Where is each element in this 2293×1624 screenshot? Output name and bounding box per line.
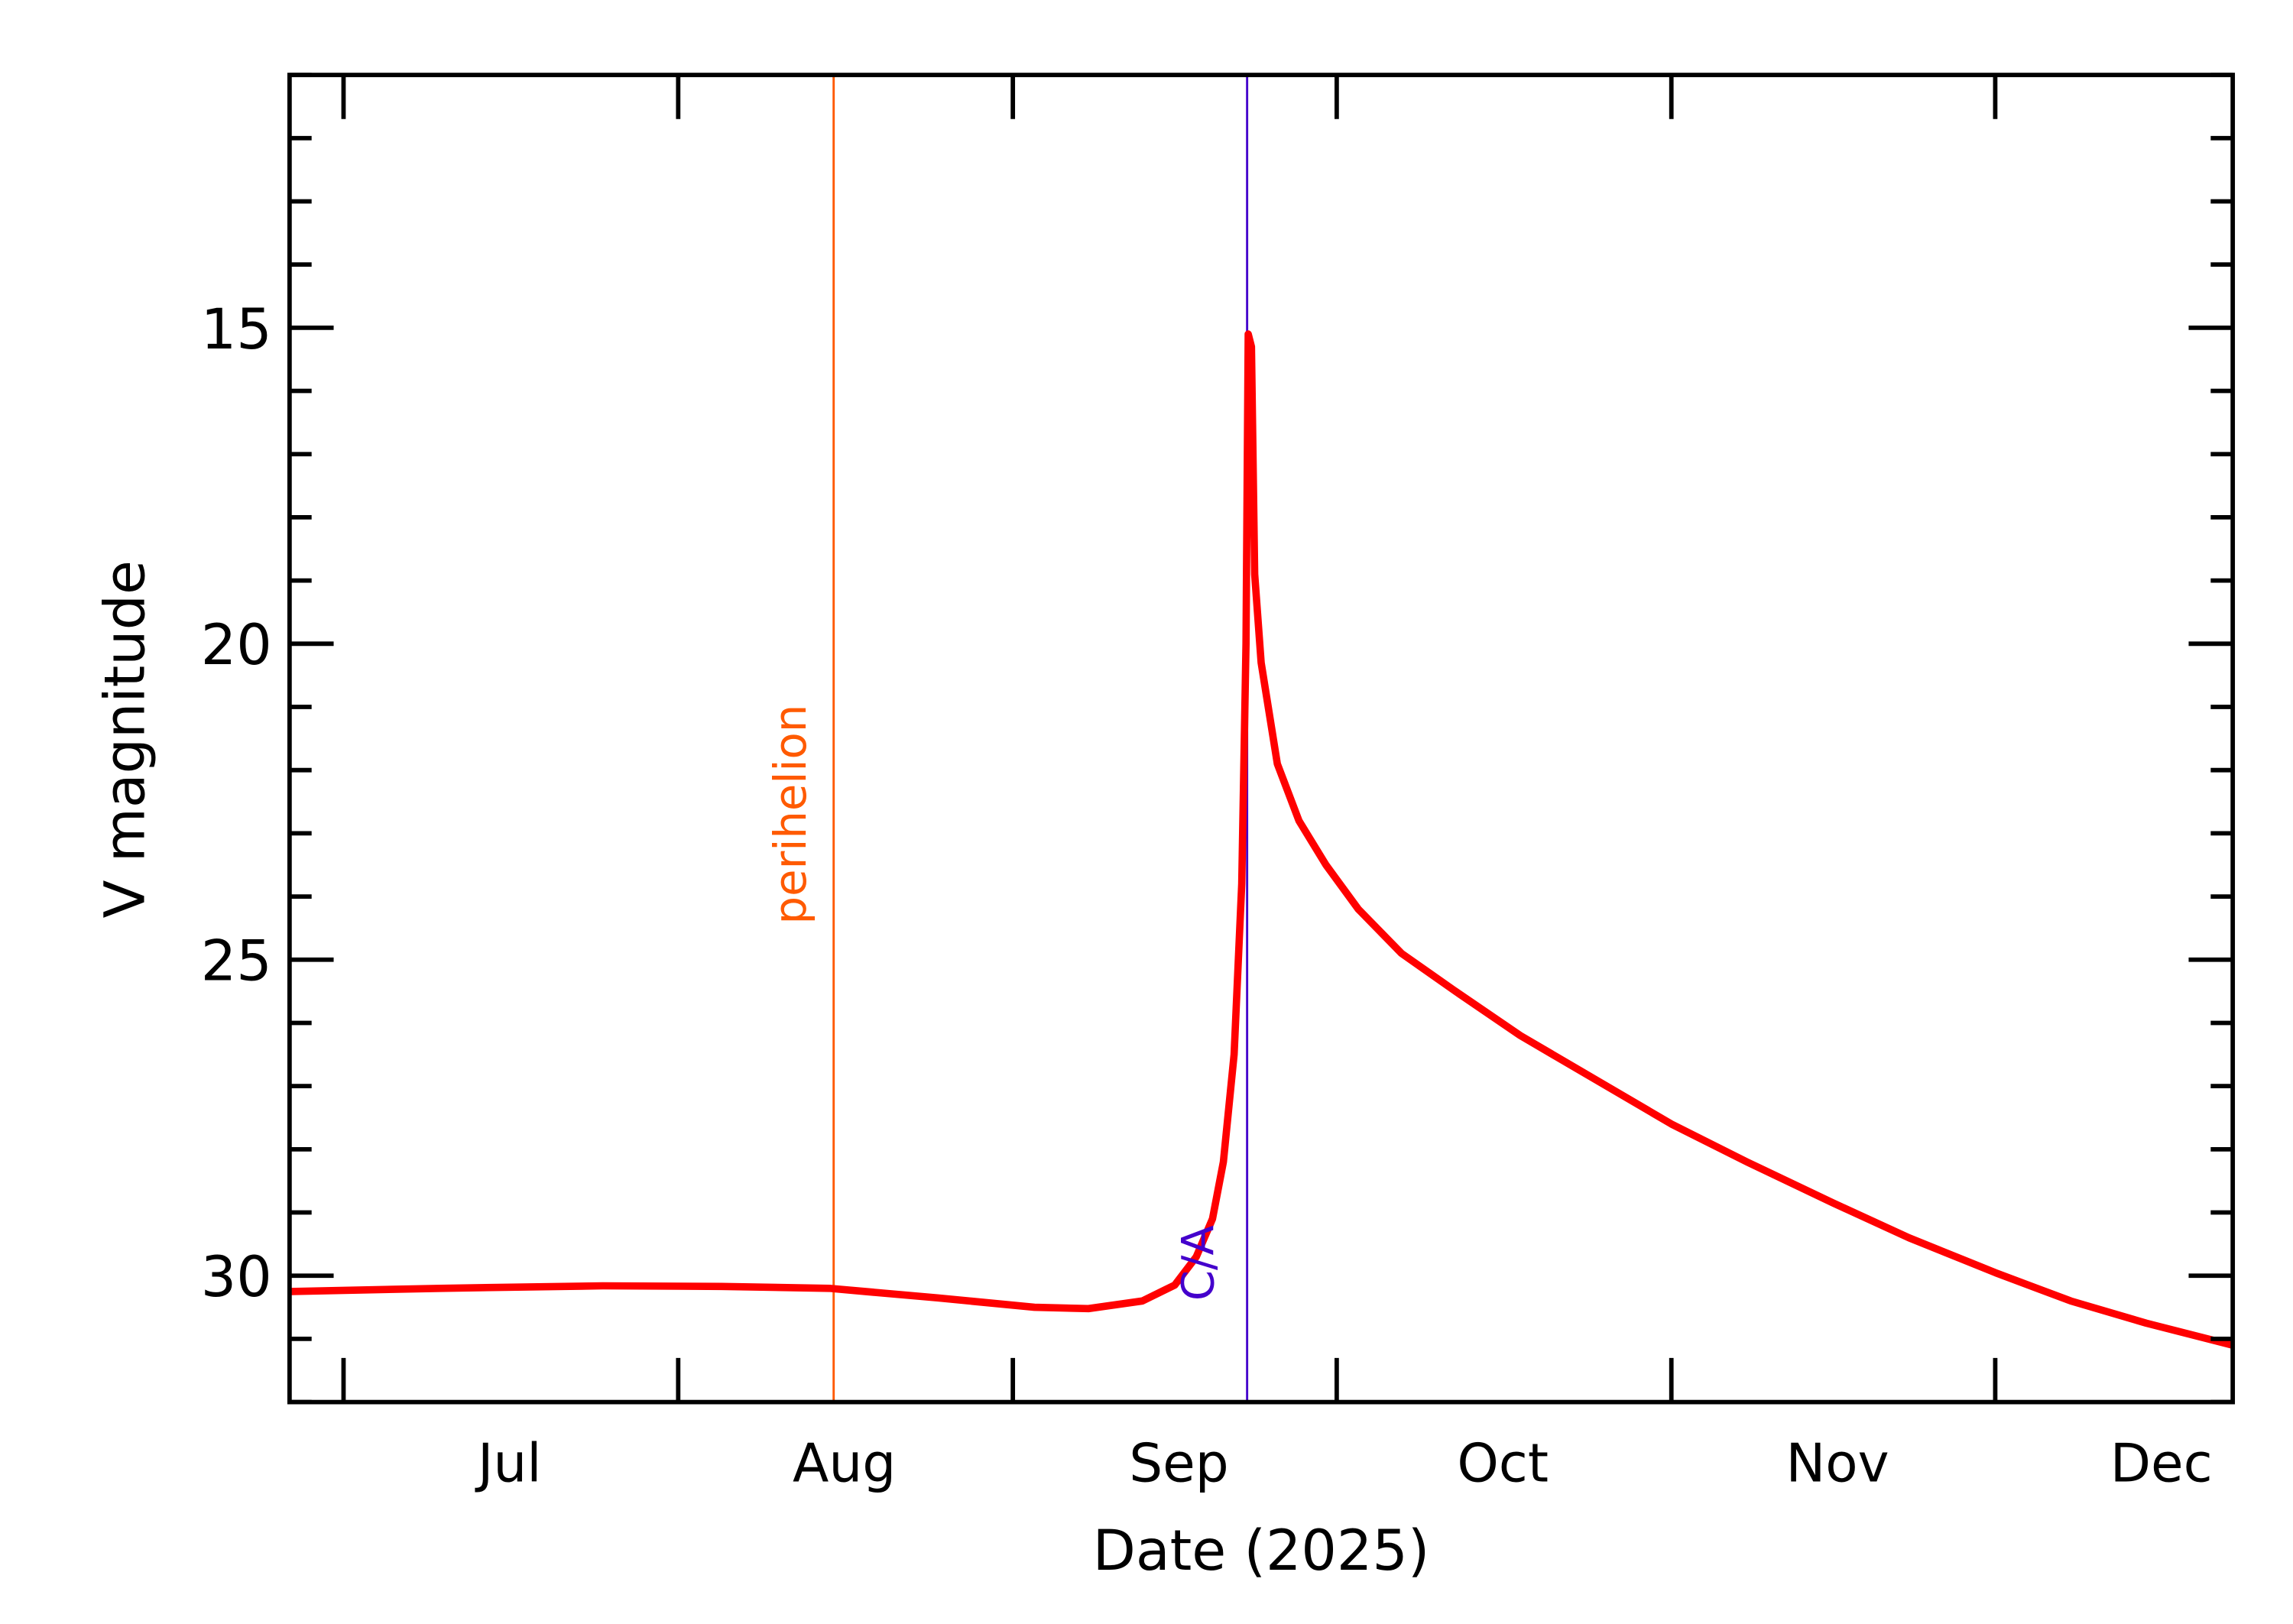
- x-tick-label: Aug: [793, 1433, 896, 1494]
- y-tick-label: 25: [201, 929, 272, 994]
- plot-frame: [287, 73, 2236, 1405]
- y-tick-label: 30: [201, 1245, 272, 1310]
- x-axis-label: Date (2025): [1093, 1519, 1430, 1583]
- x-tick-label: Dec: [2110, 1433, 2213, 1494]
- x-tick-label: Jul: [475, 1433, 542, 1494]
- closest-approach-label: C/A: [1172, 1225, 1224, 1301]
- perihelion-label: perihelion: [764, 705, 816, 925]
- y-axis-label: V magnitude: [92, 560, 157, 918]
- x-tick-label: Oct: [1457, 1433, 1549, 1494]
- x-tick-label: Sep: [1129, 1433, 1228, 1494]
- y-tick-label: 15: [201, 297, 272, 362]
- magnitude-curve: [289, 330, 2234, 1349]
- y-tick-label: 20: [201, 613, 272, 678]
- x-tick-label: Nov: [1785, 1433, 1889, 1494]
